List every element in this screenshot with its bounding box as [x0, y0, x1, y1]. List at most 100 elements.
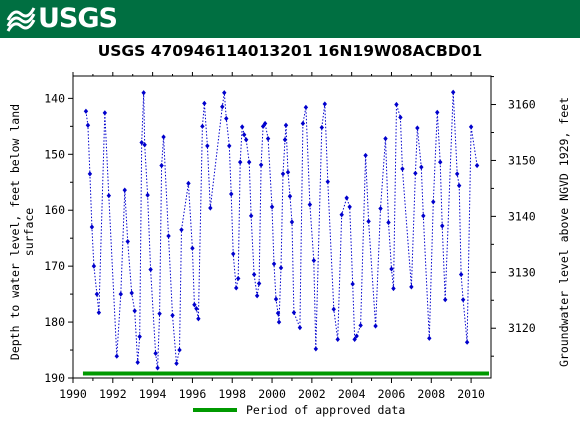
data-point — [177, 347, 182, 353]
data-point — [289, 219, 295, 225]
data-point — [400, 166, 405, 172]
data-point — [409, 284, 414, 290]
legend-label: Period of approved data — [246, 403, 405, 417]
data-point — [300, 120, 306, 127]
data-point — [236, 275, 241, 282]
data-point — [174, 360, 179, 367]
data-point — [205, 143, 210, 149]
data-point — [157, 311, 162, 317]
data-point — [443, 297, 448, 303]
data-point — [102, 110, 108, 116]
data-point — [243, 137, 249, 143]
data-point — [283, 122, 289, 128]
x-tick-label: 2004 — [338, 387, 366, 401]
data-point — [91, 263, 97, 269]
data-point — [391, 285, 396, 292]
data-point — [179, 227, 184, 233]
y-left-tick-label: 170 — [44, 259, 65, 273]
data-point — [322, 101, 327, 107]
y-axis-label-left-line2: surface — [22, 208, 36, 257]
data-point — [398, 114, 403, 120]
data-point — [421, 213, 426, 219]
data-point — [87, 171, 93, 177]
y-right-tick-label: 3140 — [508, 209, 536, 223]
data-point — [276, 319, 282, 325]
data-point — [450, 89, 456, 95]
data-point — [311, 257, 317, 264]
data-point — [227, 143, 232, 149]
x-tick-label: 1994 — [139, 387, 167, 401]
data-point — [118, 291, 123, 297]
data-point — [331, 306, 336, 312]
data-point — [238, 159, 243, 165]
data-point — [394, 101, 399, 108]
data-point — [94, 291, 100, 297]
data-point — [456, 183, 462, 189]
data-point — [254, 293, 260, 299]
y-left-tick-label: 140 — [44, 91, 65, 105]
data-point — [278, 265, 284, 271]
data-point — [137, 334, 142, 340]
x-tick-label: 2008 — [417, 387, 445, 401]
data-point — [229, 191, 234, 197]
data-point — [153, 350, 158, 356]
x-tick-label: 2010 — [457, 387, 485, 401]
data-point — [415, 125, 420, 131]
usgs-banner: USGS — [0, 0, 580, 38]
data-point — [258, 162, 264, 168]
data-point — [383, 136, 388, 142]
usgs-wave-icon — [6, 7, 36, 32]
y-left-tick-label: 150 — [44, 147, 65, 161]
data-point — [358, 322, 363, 329]
data-point — [170, 312, 175, 318]
data-point — [273, 296, 279, 302]
data-point — [468, 124, 474, 130]
data-point — [224, 115, 229, 122]
plot-frame — [72, 75, 492, 379]
data-point — [148, 266, 153, 273]
data-point — [89, 224, 95, 230]
data-point — [389, 266, 394, 272]
data-point — [431, 199, 436, 205]
data-point — [161, 134, 166, 140]
data-point — [454, 171, 460, 177]
data-point — [125, 238, 130, 245]
data-point — [142, 142, 147, 148]
usgs-logo-text: USGS — [38, 3, 118, 34]
legend: Period of approved data — [193, 403, 405, 417]
data-point — [122, 187, 127, 193]
data-point — [460, 297, 466, 303]
data-point — [269, 204, 275, 210]
x-tick-label: 2006 — [378, 387, 406, 401]
data-point — [194, 306, 199, 312]
data-point — [474, 162, 480, 169]
y-left-tick-label: 180 — [44, 315, 65, 329]
data-point — [239, 124, 245, 130]
data-point — [190, 245, 195, 251]
data-point — [291, 309, 297, 316]
data-point — [313, 346, 319, 352]
chart-title: USGS 470946114013201 16N19W08ACBD01 — [97, 42, 483, 60]
data-point — [129, 290, 134, 296]
data-point — [186, 180, 191, 186]
y-axis-label-right: Groundwater level above NGVD 1929, feet — [557, 97, 571, 367]
data-point — [344, 195, 349, 201]
data-point — [373, 323, 378, 329]
data-point — [246, 159, 252, 165]
data-point — [256, 280, 262, 287]
data-point — [262, 120, 268, 127]
data-point — [297, 325, 303, 331]
y-left-tick-label: 160 — [44, 203, 65, 217]
y-right-tick-label: 3150 — [508, 153, 536, 167]
data-point — [354, 333, 359, 339]
data-point — [282, 137, 288, 143]
data-point — [251, 271, 257, 278]
data-point — [285, 169, 291, 175]
data-point — [208, 205, 213, 211]
y-right-tick-label: 3160 — [508, 98, 536, 112]
data-point — [319, 124, 325, 131]
data-point — [114, 353, 119, 359]
data-point — [335, 336, 340, 343]
x-tick-label: 1990 — [59, 387, 87, 401]
series-line — [85, 92, 478, 368]
